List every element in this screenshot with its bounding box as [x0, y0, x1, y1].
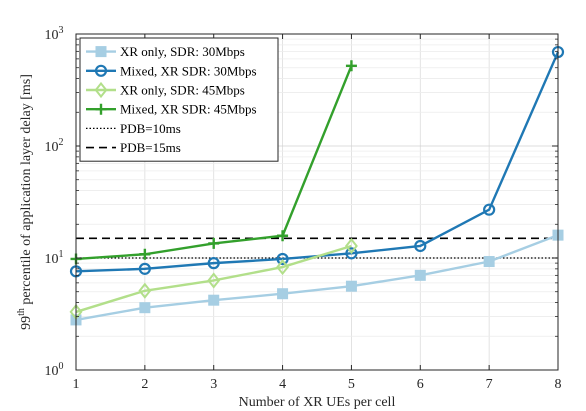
- legend-box: [79, 37, 279, 162]
- x-tick-label: 4: [279, 377, 286, 392]
- data-point: [139, 248, 151, 260]
- x-tick-label: 6: [417, 377, 424, 392]
- data-point: [345, 247, 358, 260]
- y-tick-label: 102: [45, 137, 64, 155]
- legend-entry: Mixed, XR SDR: 45Mbps: [86, 102, 257, 117]
- data-point: [277, 230, 289, 242]
- legend-label: XR only, SDR: 30Mbps: [120, 44, 245, 59]
- legend-marker: [94, 64, 108, 77]
- data-point: [207, 257, 220, 270]
- x-tick-label: 8: [555, 377, 562, 392]
- y-tick-label: 101: [45, 249, 64, 267]
- legend-label: PDB=10ms: [120, 121, 181, 136]
- y-axis-label-main: 99: [19, 316, 34, 330]
- legend-label: PDB=15ms: [120, 140, 181, 155]
- legend-entry: XR only, SDR: 30Mbps: [86, 44, 245, 59]
- series-line: [75, 234, 559, 322]
- legend-entry: PDB=10ms: [86, 121, 181, 136]
- data-point: [207, 272, 221, 289]
- legend-label: Mixed, XR SDR: 30Mbps: [120, 63, 257, 78]
- data-point: [414, 269, 426, 281]
- data-point: [276, 252, 289, 266]
- legend: XR only, SDR: 30Mbps Mixed, XR SDR: 30Mbp…: [79, 37, 279, 162]
- data-point: [139, 302, 151, 314]
- x-tick-label: 2: [141, 377, 148, 392]
- data-point: [345, 280, 357, 292]
- data-point: [345, 60, 357, 72]
- legend-marker: [95, 103, 107, 115]
- legend-label: Mixed, XR SDR: 45Mbps: [120, 102, 257, 117]
- y-axis-label-rest: percentile of application layer delay [m…: [19, 74, 34, 308]
- data-point: [138, 282, 152, 299]
- legend-marker: [94, 81, 108, 99]
- x-axis-label: Number of XR UEs per cell: [239, 395, 396, 410]
- x-tick-label: 5: [348, 377, 355, 392]
- x-axis-ticks: 1 2 3 4 5 6 7 8: [73, 34, 562, 392]
- legend-entry: PDB=15ms: [86, 140, 181, 155]
- data-series: [69, 45, 565, 326]
- y-axis-label-sup: th: [16, 308, 27, 316]
- legend-entry: XR only, SDR: 45Mbps: [86, 81, 245, 99]
- y-tick-label: 103: [45, 25, 64, 43]
- legend-label: XR only, SDR: 45Mbps: [120, 83, 245, 98]
- data-point: [414, 239, 427, 253]
- data-point: [483, 256, 495, 268]
- grid: [75, 34, 559, 371]
- series-line: [75, 244, 352, 314]
- x-tick-label: 1: [73, 377, 80, 392]
- plot-area-frame: [75, 33, 559, 371]
- data-point: [208, 237, 220, 249]
- y-tick-label: 100: [45, 361, 64, 379]
- data-point: [483, 203, 496, 216]
- legend-marker: [95, 46, 107, 58]
- data-point: [208, 294, 220, 306]
- x-tick-label: 7: [486, 377, 493, 392]
- legend-entry: Mixed, XR SDR: 30Mbps: [86, 63, 257, 78]
- data-point: [344, 237, 358, 255]
- data-point: [277, 288, 289, 300]
- x-tick-label: 3: [210, 377, 217, 392]
- data-point: [138, 262, 151, 275]
- y-axis-ticks: 100 101 102 103: [45, 25, 558, 379]
- reference-lines: [76, 237, 558, 259]
- y-axis-label: 99th percentile of application layer del…: [16, 74, 34, 330]
- data-point: [276, 258, 290, 276]
